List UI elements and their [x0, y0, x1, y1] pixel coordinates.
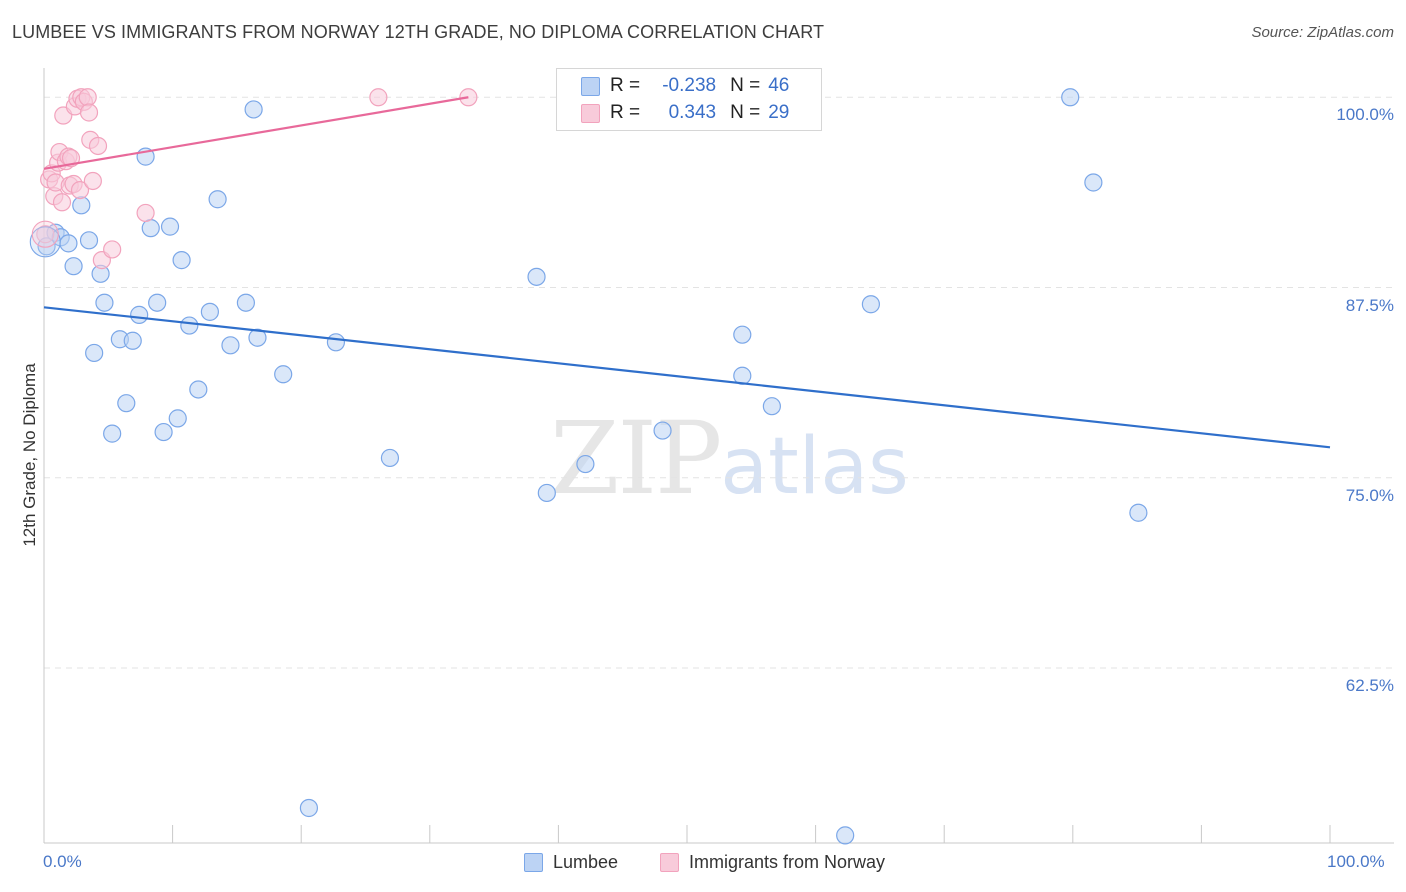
- axes: [43, 68, 1394, 844]
- lumbee-point-41: [836, 826, 855, 845]
- lumbee-point-27: [236, 293, 256, 312]
- norway-legend-swatch: [660, 853, 679, 872]
- norway-point-cluster: [31, 220, 59, 248]
- bottom-legend-lumbee: Lumbee: [524, 852, 618, 873]
- lumbee-point-6: [79, 231, 99, 250]
- lumbee-point-29: [248, 328, 267, 347]
- lumbee-point-9: [95, 293, 114, 312]
- norway-swatch: [581, 103, 600, 123]
- lumbee-point-25: [208, 190, 227, 209]
- lumbee-point-cluster: [29, 226, 61, 258]
- legend-n-label: N =: [730, 102, 761, 123]
- norway-point-27: [369, 88, 388, 107]
- legend-n-value-lumbee: 46: [768, 75, 790, 96]
- lumbee-point-7: [85, 343, 104, 363]
- lumbee-point-45: [1129, 503, 1148, 522]
- bottom-legend-norway: Immigrants from Norway: [660, 852, 885, 873]
- lumbee-point-34: [527, 267, 546, 286]
- lumbee-point-3: [59, 234, 78, 253]
- lumbee-point-10: [103, 424, 122, 443]
- lumbee-swatch: [581, 76, 600, 96]
- legend-r-value-norway: 0.343: [668, 102, 717, 123]
- norway-point-12: [61, 149, 81, 168]
- lumbee-point-17: [148, 293, 167, 312]
- lumbee-point-16: [141, 219, 160, 238]
- trend-lines: [43, 96, 1331, 449]
- norway-point-20: [79, 103, 99, 122]
- lumbee-point-33: [380, 448, 400, 468]
- correlation-legend: R = -0.238 N = 46 R = 0.343 N = 29: [556, 68, 822, 131]
- y-tick-label-3: 62.5%: [1345, 675, 1394, 695]
- norway-point-0: [36, 225, 55, 244]
- norway-point-19: [78, 88, 97, 107]
- lumbee-point-30: [274, 365, 293, 384]
- legend-row-norway: R = 0.343 N = 29: [581, 101, 789, 125]
- y-tick-label-2: 75.0%: [1345, 485, 1394, 505]
- legend-n-value-norway: 29: [768, 102, 790, 123]
- legend-r-label: R =: [610, 75, 641, 96]
- lumbee-point-37: [653, 421, 672, 440]
- y-tick-label-1: 87.5%: [1345, 295, 1394, 315]
- norway-point-22: [83, 171, 102, 191]
- norway-point-23: [88, 136, 108, 156]
- lumbee-legend-swatch: [524, 853, 543, 872]
- lumbee-point-36: [576, 454, 595, 474]
- norway-point-26: [136, 203, 155, 223]
- lumbee-point-28: [244, 100, 263, 119]
- lumbee-point-26: [221, 336, 240, 355]
- norway-point-7: [52, 193, 72, 212]
- lumbee-trend-line: [43, 306, 1331, 449]
- y-tick-label-0: 100.0%: [1336, 105, 1394, 125]
- lumbee-point-23: [189, 380, 208, 399]
- lumbee-point-12: [117, 394, 136, 413]
- lumbee-point-43: [1061, 88, 1080, 107]
- lumbee-point-24: [200, 302, 219, 321]
- legend-row-lumbee: R = -0.238 N = 46: [581, 74, 789, 98]
- lumbee-point-32: [326, 333, 346, 352]
- norway-legend-label: Immigrants from Norway: [689, 852, 886, 872]
- lumbee-point-20: [168, 409, 187, 428]
- lumbee-point-18: [154, 422, 173, 442]
- x-tick-label-min: 0.0%: [43, 852, 82, 871]
- legend-r-value-lumbee: -0.238: [662, 75, 717, 96]
- lumbee-point-42: [861, 295, 880, 314]
- chart-source: Source: ZipAtlas.com: [1251, 24, 1394, 41]
- lumbee-point-13: [123, 331, 142, 350]
- lumbee-point-38: [733, 325, 752, 344]
- x-tick-label-max: 100.0%: [1327, 852, 1385, 871]
- norway-point-25: [103, 240, 122, 259]
- norway-point-16: [70, 180, 90, 200]
- norway-trend-line: [43, 96, 469, 170]
- data-points: [29, 88, 1148, 845]
- lumbee-point-35: [537, 483, 556, 503]
- lumbee-point-22: [180, 316, 199, 335]
- lumbee-point-31: [299, 798, 319, 818]
- lumbee-point-4: [64, 257, 83, 276]
- lumbee-point-44: [1084, 173, 1103, 192]
- lumbee-point-21: [172, 251, 191, 270]
- lumbee-point-19: [160, 217, 180, 236]
- lumbee-point-5: [72, 196, 91, 215]
- grid-lines: [44, 96, 1394, 669]
- legend-n-label: N =: [730, 75, 761, 96]
- lumbee-legend-label: Lumbee: [553, 852, 619, 872]
- lumbee-point-14: [130, 305, 149, 324]
- lumbee-point-40: [762, 397, 781, 416]
- legend-r-label: R =: [610, 102, 641, 123]
- watermark-atlas: atlas: [720, 422, 909, 512]
- chart-title: LUMBEE VS IMMIGRANTS FROM NORWAY 12TH GR…: [12, 22, 825, 42]
